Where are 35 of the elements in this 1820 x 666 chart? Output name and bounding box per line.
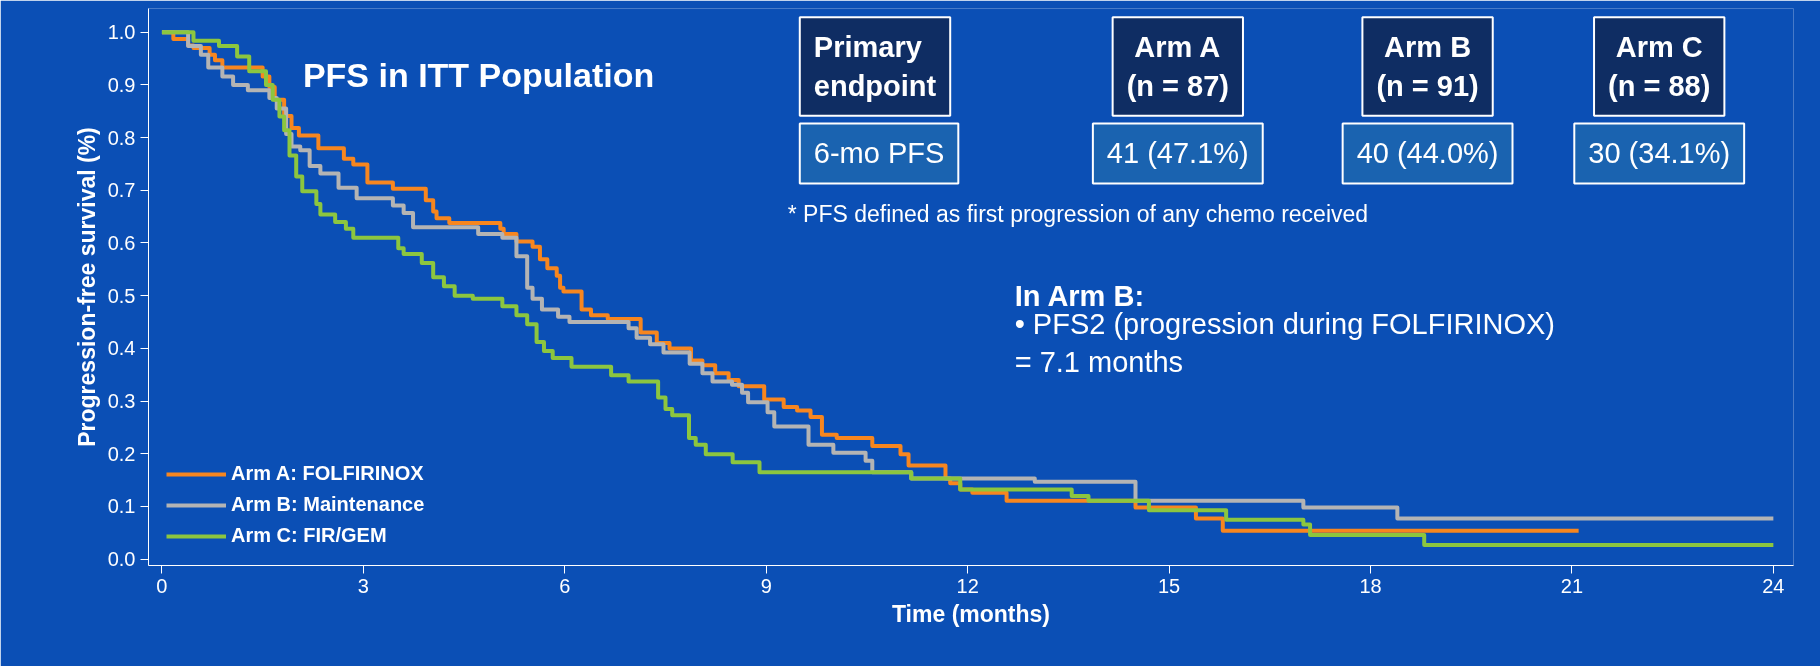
y-tick-label: 0.1	[107, 495, 136, 518]
legend-label: Arm B: Maintenance	[231, 493, 425, 516]
x-tick-label: 21	[1560, 574, 1584, 597]
annotation: Arm C (n = 88)	[1608, 31, 1711, 102]
x-tick-label: 9	[760, 574, 772, 597]
y-tick-label: 0.9	[107, 73, 136, 96]
x-tick-label: 24	[1762, 574, 1785, 597]
x-tick-label: 12	[956, 574, 979, 597]
annotation: 30 (34.1%)	[1588, 137, 1731, 170]
x-axis-title: Time (months)	[891, 600, 1051, 627]
y-tick-label: 0.6	[107, 232, 136, 254]
x-tick-label: 6	[559, 574, 571, 597]
y-tick-label: 0.4	[107, 337, 136, 360]
y-tick-label: 0.3	[107, 390, 136, 413]
x-tick-label: 18	[1359, 574, 1382, 597]
x-tick-label: 3	[357, 574, 369, 597]
x-tick-label: 15	[1157, 574, 1181, 597]
annotation: 6-mo PFS	[813, 137, 945, 170]
text: PFS in ITT Population	[302, 56, 655, 95]
annotation: Primary endpoint	[813, 31, 937, 102]
legend-label: Arm A: FOLFIRINOX	[231, 462, 424, 485]
y-tick-label: 0.0	[107, 548, 136, 571]
annotation: 41 (47.1%)	[1106, 137, 1249, 170]
legend-label: Arm C: FIR/GEM	[231, 524, 387, 547]
y-axis-title: Progression-free survival (%)	[73, 127, 100, 447]
y-tick-label: 1.0	[107, 21, 136, 44]
annotation: Arm A (n = 87)	[1126, 31, 1229, 102]
annotation: 40 (44.0%)	[1356, 137, 1499, 170]
y-tick-label: 0.2	[107, 442, 136, 465]
annotation: Arm B (n = 91)	[1376, 31, 1479, 102]
y-tick-label: 0.5	[107, 284, 136, 307]
y-tick-label: 0.7	[107, 179, 136, 202]
x-tick-label: 0	[156, 574, 168, 597]
y-tick-label: 0.8	[107, 126, 136, 149]
annotation: * PFS defined as first progression of any chemo received	[787, 201, 1369, 228]
